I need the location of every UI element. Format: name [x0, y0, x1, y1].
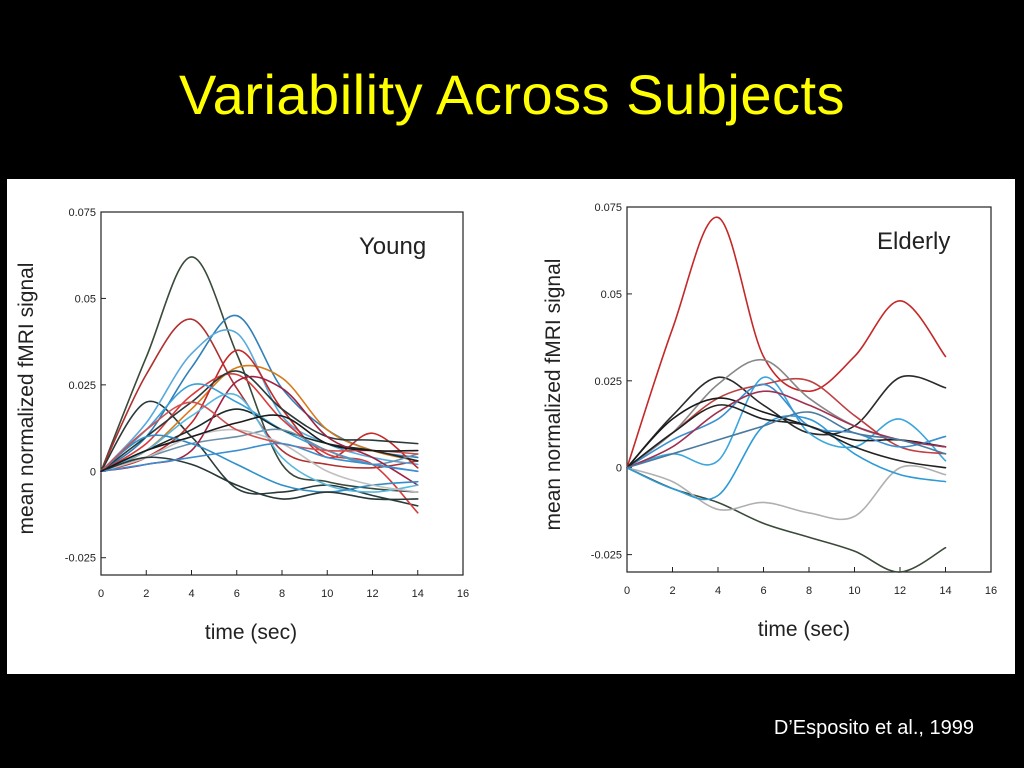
chart-2-series-line: [626, 397, 947, 469]
chart-1-x-tick-label: 4: [188, 588, 194, 600]
chart-1-y-tick-label: 0.05: [75, 293, 96, 305]
chart-2-x-tick-label: 6: [760, 585, 766, 597]
chart-2-series-line: [626, 404, 947, 469]
chart-1-x-tick-label: 8: [279, 588, 285, 600]
chart-2-series-line: [626, 216, 947, 469]
chart-1-series-line: [100, 434, 419, 493]
chart-1-series-line: [100, 392, 419, 493]
chart-2-x-tick-label: 12: [894, 585, 906, 597]
chart-2-panel-label: Elderly: [877, 228, 950, 255]
chart-1-x-tick-label: 16: [457, 588, 469, 600]
chart-2-x-tick-label: 14: [939, 585, 951, 597]
chart-1-x-tick-label: 2: [143, 588, 149, 600]
chart-1-x-tick-label: 6: [234, 588, 240, 600]
figure-svg: 0 2 4 6 8 10 12 14 16 0.075 0.05 0.025 0 -0.025 Young t…: [15, 202, 997, 644]
chart-1-series-line: [100, 318, 419, 473]
chart-1-series-line: [100, 256, 419, 493]
chart-2-y-axis-label: mean normalized fMRI signal: [542, 259, 565, 531]
chart-1-series-line: [100, 349, 419, 473]
chart-1-series-line: [100, 456, 419, 501]
chart-1-panel-label: Young: [359, 233, 426, 260]
chart-1-y-axis-label: mean normalized fMRI signal: [15, 263, 38, 535]
chart-1-series-line: [100, 442, 419, 473]
chart-2-x-axis-label: time (sec): [758, 618, 850, 641]
chart-2-series-line: [626, 375, 947, 469]
chart-2-series-line: [626, 415, 947, 501]
chart-2-series-line: [626, 383, 947, 469]
chart-1-series-line: [100, 428, 419, 493]
chart-1-y-tick-label: 0.075: [68, 207, 96, 219]
chart-2-y-tick-label: 0.05: [601, 289, 622, 301]
chart-2-x-tick-label: 2: [669, 585, 675, 597]
chart-1-series-line: [100, 414, 419, 473]
citation: D’Esposito et al., 1999: [773, 717, 974, 739]
chart-1-x-tick-label: 12: [366, 588, 378, 600]
chart-1-x-axis-label: time (sec): [205, 621, 297, 644]
chart-2-x-tick-label: 10: [848, 585, 860, 597]
chart-2-series-line: [626, 464, 947, 521]
chart-1-x-tick-label: 14: [412, 588, 424, 600]
chart-2-y-tick-label: -0.025: [591, 550, 622, 562]
chart-2-x-tick-label: 16: [985, 585, 997, 597]
chart-1-y-tick-label: 0: [90, 466, 96, 478]
chart-1-plot-frame: [100, 211, 464, 576]
chart-1-series-line: [100, 370, 419, 473]
chart-1-x-tick-label: 0: [98, 588, 104, 600]
chart-2-plot-frame: [626, 206, 992, 573]
chart-2-series-line: [626, 376, 947, 469]
chart-1-series-line: [100, 328, 419, 473]
chart-2-y-tick-label: 0.025: [594, 376, 622, 388]
chart-2-x-tick-label: 0: [624, 585, 630, 597]
chart-2-x-tick-label: 8: [806, 585, 812, 597]
chart-2-y-tick-label: 0: [616, 463, 622, 475]
slide-title: Variability Across Subjects: [178, 63, 846, 126]
chart-2-y-tick-label: 0.075: [594, 202, 622, 214]
chart-1-x-tick-label: 10: [321, 588, 333, 600]
chart-1-y-tick-label: 0.025: [68, 380, 96, 392]
chart-2-series-line: [626, 411, 947, 469]
chart-2-x-tick-label: 4: [715, 585, 721, 597]
chart-1-series-line: [100, 400, 419, 507]
chart-1-y-tick-label: -0.025: [65, 553, 96, 565]
figure-panel: 0 2 4 6 8 10 12 14 16 0.075 0.05 0.025 0 -0.025 Young t…: [7, 179, 1015, 674]
